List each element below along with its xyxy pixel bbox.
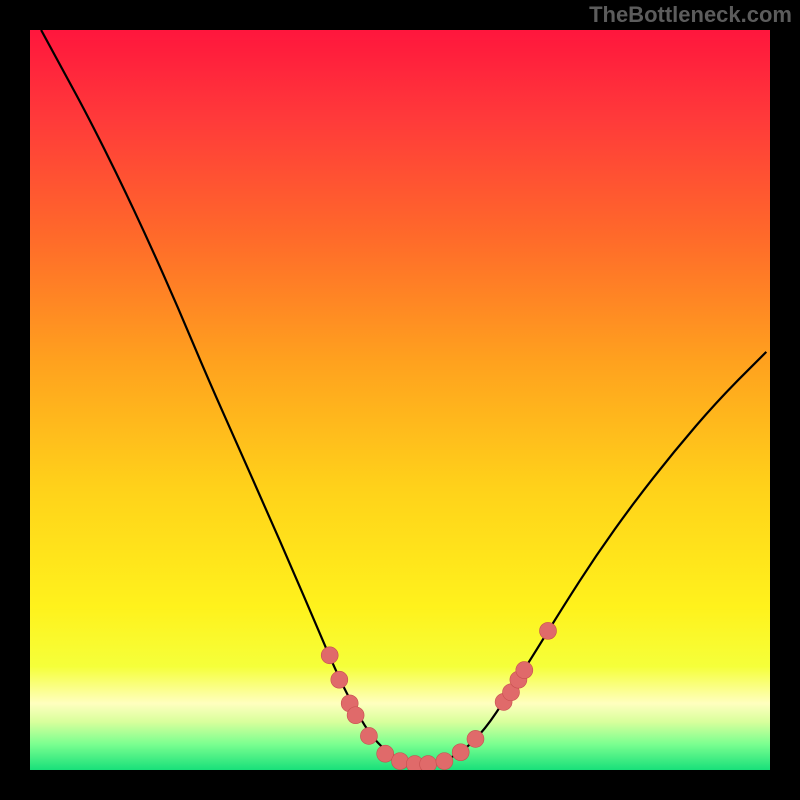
curve-marker (360, 727, 377, 744)
curve-marker (377, 745, 394, 762)
plot-background (30, 30, 770, 770)
curve-marker (321, 647, 338, 664)
chart-svg (0, 0, 800, 800)
curve-marker (436, 753, 453, 770)
watermark-text: TheBottleneck.com (589, 2, 792, 28)
curve-marker (331, 671, 348, 688)
curve-marker (452, 744, 469, 761)
curve-marker (516, 662, 533, 679)
curve-marker (467, 730, 484, 747)
curve-marker (540, 622, 557, 639)
curve-marker (392, 753, 409, 770)
curve-marker (347, 707, 364, 724)
chart-stage: TheBottleneck.com (0, 0, 800, 800)
